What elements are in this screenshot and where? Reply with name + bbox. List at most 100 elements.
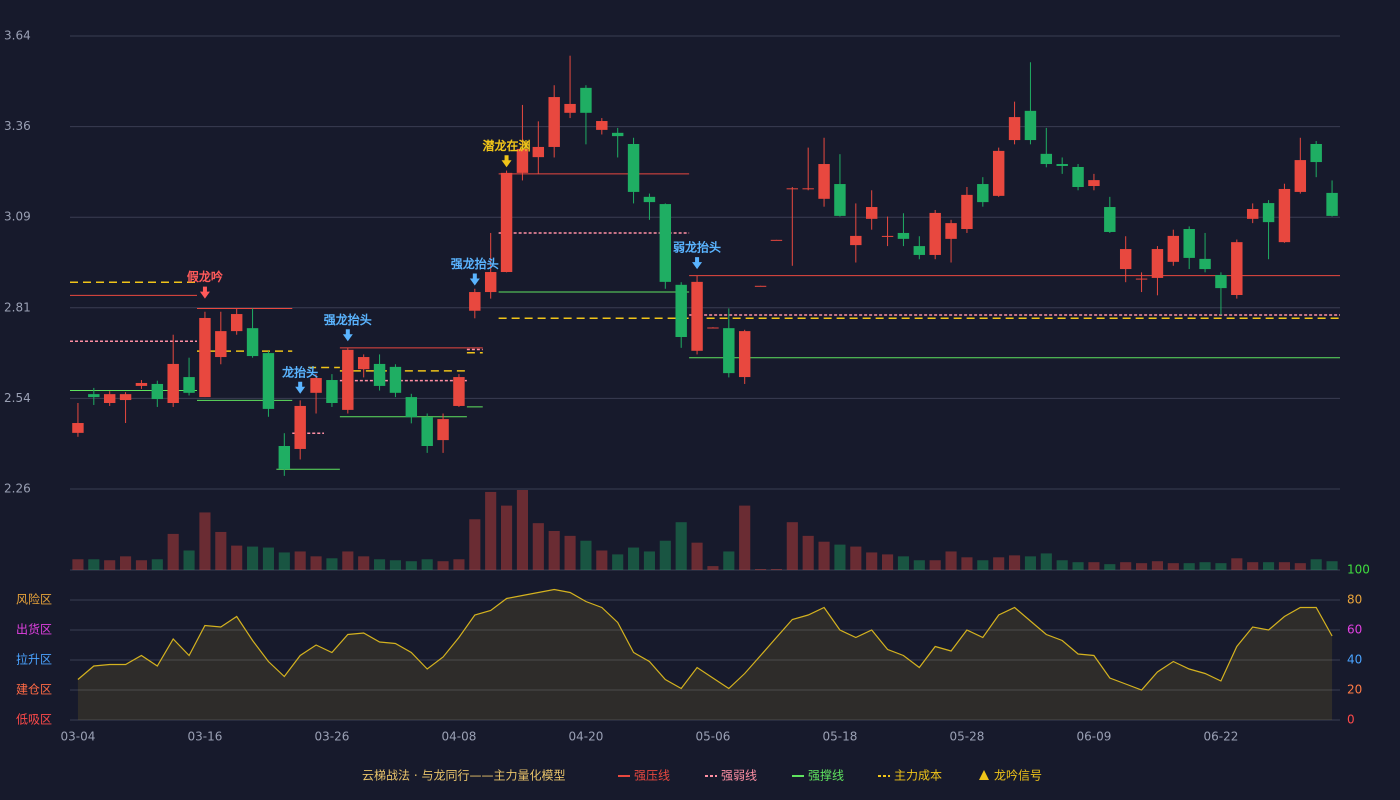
candle-body: [1294, 160, 1307, 192]
volume-bar: [1183, 563, 1195, 570]
candle-body: [1231, 242, 1243, 295]
x-tick-label: 03-04: [61, 730, 96, 744]
candle-body: [850, 235, 862, 246]
candle-body: [373, 363, 386, 386]
volume-bar: [262, 547, 274, 570]
y-tick-label: 3.09: [4, 210, 31, 224]
candle-body: [659, 204, 672, 282]
candle-body: [1310, 143, 1322, 163]
candle-body: [278, 445, 291, 469]
candle-body: [310, 378, 322, 393]
candle-body: [215, 331, 227, 358]
legend-label: 强弱线: [721, 769, 757, 783]
candle-body: [897, 232, 910, 239]
signal-arrow: [692, 257, 703, 270]
volume-bar: [548, 530, 560, 570]
volume-bar: [723, 551, 735, 570]
candle-body: [754, 285, 767, 287]
volume-bar: [326, 558, 338, 570]
candle-body: [119, 394, 132, 401]
volume-bar: [580, 540, 592, 570]
legend-title: 云梯战法 · 与龙同行——主力量化模型: [362, 769, 565, 783]
candle-body: [135, 382, 148, 386]
volume-bar: [167, 533, 179, 570]
candle-body: [643, 196, 656, 203]
zone-label: 风险区: [16, 592, 52, 607]
candle-body: [738, 331, 751, 378]
candle-body: [262, 353, 275, 409]
candle-body: [1151, 249, 1164, 278]
volume-bar: [501, 505, 513, 570]
candle-body: [103, 394, 116, 403]
candle-body: [1008, 117, 1021, 141]
volume-bar: [802, 535, 814, 570]
zone-label: 拉升区: [16, 652, 52, 667]
y-tick-label: 2.81: [4, 300, 31, 314]
x-tick-label: 06-09: [1077, 730, 1112, 744]
volume-bar: [993, 557, 1005, 570]
zone-label: 建仓区: [16, 683, 52, 697]
candle-body: [548, 97, 560, 147]
y-tick-label: 3.64: [4, 29, 31, 43]
volume-bar: [72, 559, 84, 570]
candle-body: [532, 146, 545, 158]
candle-body: [627, 143, 640, 192]
y-tick-label: 2.54: [4, 391, 31, 405]
volume-bar: [421, 559, 433, 570]
volume-bar: [1231, 558, 1243, 570]
candle-body: [707, 327, 719, 329]
volume-bar: [612, 554, 624, 570]
candle-body: [469, 292, 481, 311]
volume-bar: [850, 546, 862, 570]
signal-label: 假龙吟: [187, 269, 223, 284]
volume-bar: [310, 556, 322, 570]
candle-body: [1040, 153, 1053, 165]
y2-tick-label: 80: [1347, 593, 1362, 607]
volume-bar: [818, 541, 830, 570]
candle-body: [421, 417, 433, 446]
volume-bar: [945, 551, 957, 570]
volume-bar: [564, 535, 576, 570]
legend-label: 龙吟信号: [994, 768, 1042, 783]
candle-body: [945, 223, 957, 239]
candle-body: [357, 357, 370, 370]
volume-bar: [183, 550, 195, 570]
volume-bar: [120, 556, 132, 570]
zone-label: 低吸区: [16, 713, 52, 727]
candle-body: [1262, 203, 1275, 223]
volume-bar: [1294, 563, 1306, 570]
y2-tick-label: 40: [1347, 653, 1362, 667]
x-tick-label: 05-28: [950, 730, 985, 744]
volume-bar: [1088, 562, 1100, 570]
volume-bar: [913, 560, 925, 570]
volume-bar: [1199, 562, 1211, 570]
volume-bar: [961, 557, 973, 570]
x-tick-label: 06-22: [1204, 730, 1239, 744]
candle-body: [977, 184, 989, 203]
candle-body: [167, 363, 179, 403]
volume-bar: [453, 559, 465, 570]
volume-bar: [643, 551, 655, 570]
candle-body: [500, 172, 513, 273]
candle-body: [1199, 258, 1211, 270]
legend-label: 主力成本: [894, 769, 942, 783]
candle-body: [992, 150, 1005, 196]
oscillator-line: [77, 588, 1333, 691]
candle-body: [183, 377, 195, 393]
signal-label: 强龙抬头: [451, 256, 499, 271]
y2-tick-label: 0: [1347, 713, 1355, 727]
volume-bar: [358, 556, 370, 570]
volume-bar: [628, 547, 640, 570]
volume-bar: [1167, 563, 1179, 570]
volume-bar: [437, 561, 449, 570]
candle-body: [516, 148, 529, 173]
signal-arrow: [342, 329, 353, 342]
y-tick-label: 2.26: [4, 482, 31, 496]
legend-label: 强撑线: [808, 768, 844, 783]
candle-body: [246, 328, 259, 357]
candle-body: [834, 184, 846, 216]
candle-body: [437, 419, 449, 441]
volume-bar: [247, 546, 259, 570]
volume-bar: [135, 560, 147, 570]
candle-body: [580, 87, 592, 113]
